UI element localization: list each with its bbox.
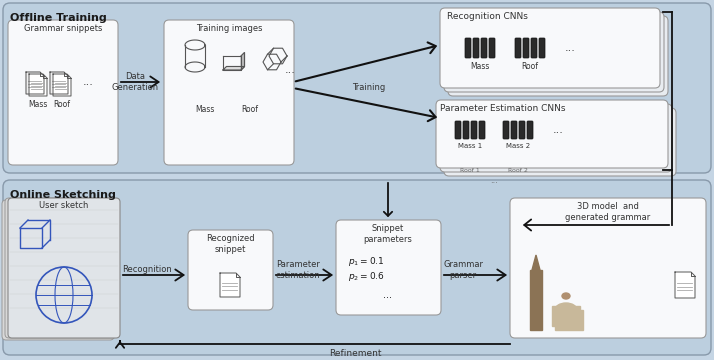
Text: Roof 1: Roof 1 (460, 168, 480, 173)
Polygon shape (53, 74, 71, 96)
Text: Roof 2: Roof 2 (508, 168, 528, 173)
Text: Mass 2: Mass 2 (506, 143, 530, 149)
FancyBboxPatch shape (471, 121, 477, 139)
Text: $p_2 = 0.6$: $p_2 = 0.6$ (348, 270, 385, 283)
FancyBboxPatch shape (3, 3, 711, 173)
Ellipse shape (562, 293, 570, 299)
Text: Roof: Roof (241, 105, 258, 114)
FancyBboxPatch shape (8, 20, 118, 165)
Text: Grammar snippets: Grammar snippets (24, 24, 102, 33)
FancyBboxPatch shape (539, 38, 545, 58)
FancyBboxPatch shape (510, 198, 706, 338)
Polygon shape (220, 273, 240, 297)
FancyBboxPatch shape (479, 121, 485, 139)
Text: Recognition: Recognition (122, 266, 172, 274)
FancyBboxPatch shape (448, 16, 668, 96)
Text: ...: ... (565, 43, 575, 53)
Text: 3D model  and
generated grammar: 3D model and generated grammar (565, 202, 650, 222)
Polygon shape (675, 272, 695, 298)
Text: Parameter Estimation CNNs: Parameter Estimation CNNs (440, 104, 565, 113)
Text: ...: ... (285, 65, 296, 75)
FancyBboxPatch shape (523, 38, 529, 58)
Polygon shape (26, 72, 44, 94)
Polygon shape (555, 310, 583, 330)
Text: Offline Training: Offline Training (10, 13, 107, 23)
Text: ...: ... (553, 125, 563, 135)
Text: Training: Training (352, 84, 386, 93)
Text: Refinement: Refinement (328, 349, 381, 358)
FancyBboxPatch shape (188, 230, 273, 310)
Text: ...: ... (490, 176, 498, 185)
Text: Training images: Training images (196, 24, 262, 33)
Text: Grammar
parser: Grammar parser (443, 260, 483, 280)
Polygon shape (241, 53, 244, 70)
FancyBboxPatch shape (489, 38, 495, 58)
Text: Roof: Roof (54, 100, 71, 109)
FancyBboxPatch shape (481, 38, 487, 58)
Text: Mass: Mass (196, 105, 215, 114)
FancyBboxPatch shape (440, 8, 660, 88)
Text: Mass: Mass (29, 100, 48, 109)
Text: Data
Generation: Data Generation (111, 72, 159, 92)
FancyBboxPatch shape (455, 121, 461, 139)
FancyBboxPatch shape (511, 121, 517, 139)
FancyBboxPatch shape (164, 20, 294, 165)
Text: Roof: Roof (521, 62, 538, 71)
Ellipse shape (555, 303, 577, 317)
Polygon shape (532, 255, 540, 270)
FancyBboxPatch shape (444, 12, 664, 92)
FancyBboxPatch shape (5, 198, 117, 338)
FancyBboxPatch shape (444, 108, 676, 176)
FancyBboxPatch shape (436, 100, 668, 168)
FancyBboxPatch shape (8, 198, 120, 338)
FancyBboxPatch shape (336, 220, 441, 315)
FancyBboxPatch shape (503, 121, 509, 139)
FancyBboxPatch shape (527, 121, 533, 139)
Text: Parameter
estimation: Parameter estimation (276, 260, 321, 280)
Polygon shape (50, 72, 68, 94)
FancyBboxPatch shape (473, 38, 479, 58)
Text: $p_1 = 0.1$: $p_1 = 0.1$ (348, 255, 385, 268)
FancyBboxPatch shape (440, 104, 672, 172)
Text: Mass: Mass (471, 62, 490, 71)
Text: Online Sketching: Online Sketching (10, 190, 116, 200)
FancyBboxPatch shape (2, 200, 114, 340)
Polygon shape (552, 306, 580, 326)
Text: Mass 1: Mass 1 (458, 143, 482, 149)
FancyBboxPatch shape (515, 38, 521, 58)
Text: ...: ... (383, 290, 393, 300)
FancyBboxPatch shape (465, 38, 471, 58)
Text: Snippet
parameters: Snippet parameters (363, 224, 413, 244)
FancyBboxPatch shape (519, 121, 525, 139)
Polygon shape (223, 67, 244, 70)
Polygon shape (555, 310, 577, 320)
Text: User sketch: User sketch (39, 201, 89, 210)
Text: ...: ... (83, 77, 94, 87)
Polygon shape (29, 74, 47, 96)
Text: Recognized
snippet: Recognized snippet (206, 234, 254, 254)
FancyBboxPatch shape (3, 180, 711, 355)
Text: Recognition CNNs: Recognition CNNs (447, 12, 528, 21)
Polygon shape (530, 270, 542, 330)
FancyBboxPatch shape (463, 121, 469, 139)
FancyBboxPatch shape (531, 38, 537, 58)
